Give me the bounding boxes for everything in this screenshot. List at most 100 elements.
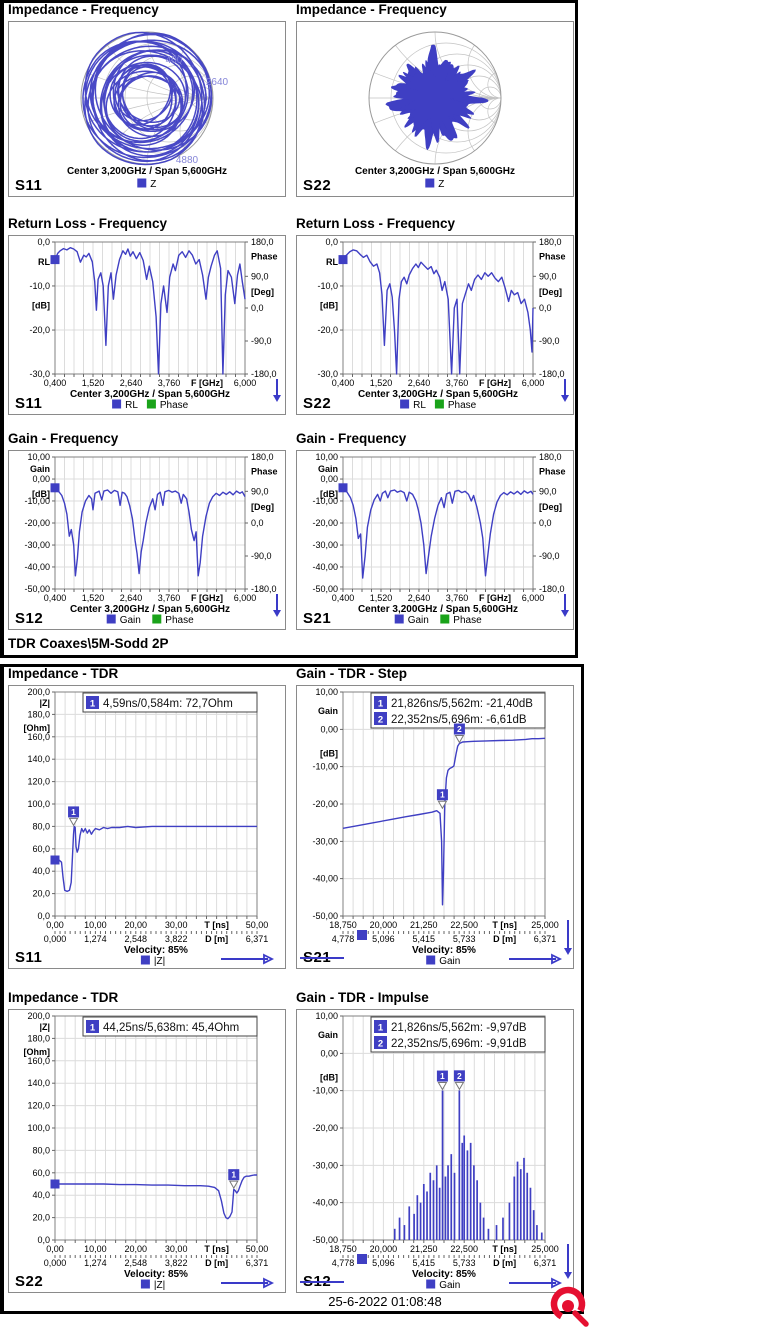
svg-text:Phase: Phase <box>448 400 477 411</box>
chart-panel: S11 400 2640 4880 Center 3,200GHz / Span 5,… <box>8 21 286 197</box>
svg-text:Center 3,200GHz / Span 5,600GH: Center 3,200GHz / Span 5,600GHz <box>70 389 230 400</box>
svg-text:1,520: 1,520 <box>370 378 393 388</box>
chart-panel: S11 0,0 RL -10,0 [dB] -20,0 -30,0 180,0 Phase 90… <box>8 235 286 415</box>
svg-text:6,371: 6,371 <box>534 1258 557 1268</box>
svg-text:90,0: 90,0 <box>251 486 269 496</box>
svg-text:20,000: 20,000 <box>370 1244 398 1254</box>
svg-text:-20,00: -20,00 <box>312 518 338 528</box>
svg-text:6,000: 6,000 <box>522 378 545 388</box>
svg-text:2640: 2640 <box>206 77 229 88</box>
svg-text:Velocity: 85%: Velocity: 85% <box>124 945 188 956</box>
svg-text:1: 1 <box>378 699 384 710</box>
svg-text:60,0: 60,0 <box>32 1168 50 1178</box>
svg-text:F [GHz]: F [GHz] <box>479 593 511 603</box>
svg-text:0,00: 0,00 <box>320 1048 338 1058</box>
svg-text:25,000: 25,000 <box>531 920 559 930</box>
chart-panel: S22 200,0 |Z| 180,0 [Ohm] 160,0 140,0 120,0 100… <box>8 1009 286 1293</box>
svg-text:T [ns]: T [ns] <box>204 920 229 930</box>
svg-text:-10,0: -10,0 <box>29 281 50 291</box>
svg-text:0,400: 0,400 <box>44 593 67 603</box>
svg-text:2: 2 <box>457 1071 462 1081</box>
svg-text:Gain: Gain <box>408 615 429 626</box>
gain-s12-canvas: 10,00Gain0,00[dB]-10,00-20,00-30,00-40,0… <box>24 452 281 626</box>
svg-text:0,00: 0,00 <box>32 474 50 484</box>
svg-text:RL: RL <box>125 400 138 411</box>
svg-text:D [m]: D [m] <box>205 1258 228 1268</box>
svg-text:RL: RL <box>38 257 50 267</box>
svg-text:22,500: 22,500 <box>450 1244 478 1254</box>
svg-text:200,0: 200,0 <box>27 1011 50 1021</box>
s-parameter-label: S12 <box>15 610 44 627</box>
rl-s22-canvas: 0,0 RL -10,0 [dB] -20,0 -30,0 180,0 Phase 90,0 [D… <box>317 237 569 411</box>
svg-text:[dB]: [dB] <box>32 300 50 310</box>
svg-text:-30,00: -30,00 <box>24 540 50 550</box>
svg-text:[dB]: [dB] <box>320 1073 338 1083</box>
chart-panel: S22 Center 3,200GHz / Span 5,600GHz Z <box>296 21 574 197</box>
svg-text:5,096: 5,096 <box>372 934 395 944</box>
chart-gain-tdr-step-s21: Gain - TDR - Step S21 10,00 Gain 0,00 [dB] -… <box>296 666 574 969</box>
s-parameter-label: S22 <box>303 395 332 412</box>
svg-text:[dB]: [dB] <box>32 489 50 499</box>
svg-text:2,548: 2,548 <box>125 1258 148 1268</box>
svg-text:Velocity: 85%: Velocity: 85% <box>124 1269 188 1280</box>
svg-text:Phase: Phase <box>165 615 194 626</box>
svg-text:30,00: 30,00 <box>165 1244 188 1254</box>
chart-gain-frequency-s12: Gain - Frequency S12 10,00 Gain 0,00 [dB] -1… <box>8 431 286 630</box>
svg-text:21,250: 21,250 <box>410 1244 438 1254</box>
svg-text:40,0: 40,0 <box>32 1190 50 1200</box>
svg-text:-20,0: -20,0 <box>317 325 338 335</box>
svg-text:Gain: Gain <box>120 615 141 626</box>
svg-text:Gain: Gain <box>439 1280 460 1291</box>
svg-text:160,0: 160,0 <box>27 1056 50 1066</box>
svg-text:1,274: 1,274 <box>84 934 107 944</box>
svg-text:3,822: 3,822 <box>165 934 188 944</box>
svg-text:5,415: 5,415 <box>413 1258 436 1268</box>
svg-text:80,0: 80,0 <box>32 1145 50 1155</box>
svg-text:22,352ns/5,696m: -6,61dB: 22,352ns/5,696m: -6,61dB <box>391 714 527 726</box>
gain-s21-canvas: 10,00Gain0,00[dB]-10,00-20,00-30,00-40,0… <box>312 452 569 626</box>
svg-text:21,826ns/5,562m: -9,97dB: 21,826ns/5,562m: -9,97dB <box>391 1022 527 1034</box>
svg-text:T [ns]: T [ns] <box>492 920 516 930</box>
svg-text:2,640: 2,640 <box>120 593 143 603</box>
svg-text:Center 3,200GHz / Span 5,600GH: Center 3,200GHz / Span 5,600GHz <box>70 604 230 615</box>
chart-title: Impedance - Frequency <box>296 2 447 17</box>
svg-text:0,0: 0,0 <box>251 518 264 528</box>
svg-text:[Ohm]: [Ohm] <box>24 723 51 733</box>
svg-text:-30,0: -30,0 <box>317 369 338 379</box>
svg-text:1: 1 <box>440 1071 445 1081</box>
svg-text:Phase: Phase <box>539 252 566 262</box>
svg-text:180,0: 180,0 <box>251 452 274 462</box>
svg-text:0,0: 0,0 <box>539 303 552 313</box>
report-timestamp: 25-6-2022 01:08:48 <box>328 1294 442 1309</box>
svg-text:100,0: 100,0 <box>27 799 50 809</box>
svg-text:[Ohm]: [Ohm] <box>24 1047 51 1057</box>
svg-text:0,000: 0,000 <box>44 934 67 944</box>
svg-text:RL: RL <box>326 257 338 267</box>
svg-text:25,000: 25,000 <box>531 1244 559 1254</box>
svg-text:160,0: 160,0 <box>27 732 50 742</box>
svg-text:5,733: 5,733 <box>453 1258 476 1268</box>
svg-text:200,0: 200,0 <box>27 687 50 697</box>
svg-text:Phase: Phase <box>160 400 189 411</box>
svg-text:1,520: 1,520 <box>370 593 393 603</box>
svg-text:-30,00: -30,00 <box>312 836 338 846</box>
chart-panel: S21 10,00 Gain 0,00 [dB] -10,00 -20,00 -30,00 -… <box>296 685 574 969</box>
svg-text:F [GHz]: F [GHz] <box>191 593 223 603</box>
svg-text:6,000: 6,000 <box>522 593 545 603</box>
svg-text:10,00: 10,00 <box>315 452 338 462</box>
svg-text:D [m]: D [m] <box>493 934 516 944</box>
svg-text:0,400: 0,400 <box>44 378 67 388</box>
chart-title: Return Loss - Frequency <box>8 216 168 231</box>
svg-text:80,0: 80,0 <box>32 821 50 831</box>
svg-text:180,0: 180,0 <box>27 709 50 719</box>
svg-text:22,500: 22,500 <box>450 920 478 930</box>
svg-text:400: 400 <box>166 55 183 66</box>
svg-text:10,00: 10,00 <box>84 1244 107 1254</box>
svg-text:1: 1 <box>440 790 445 800</box>
smith-s22-canvas: Center 3,200GHz / Span 5,600GHz Z <box>355 31 515 190</box>
imp-tdr-s11-canvas: 200,0|Z|180,0[Ohm]160,0140,0120,0100,080… <box>24 687 275 967</box>
svg-text:|Z|: |Z| <box>39 1022 50 1032</box>
svg-text:3,760: 3,760 <box>158 378 181 388</box>
